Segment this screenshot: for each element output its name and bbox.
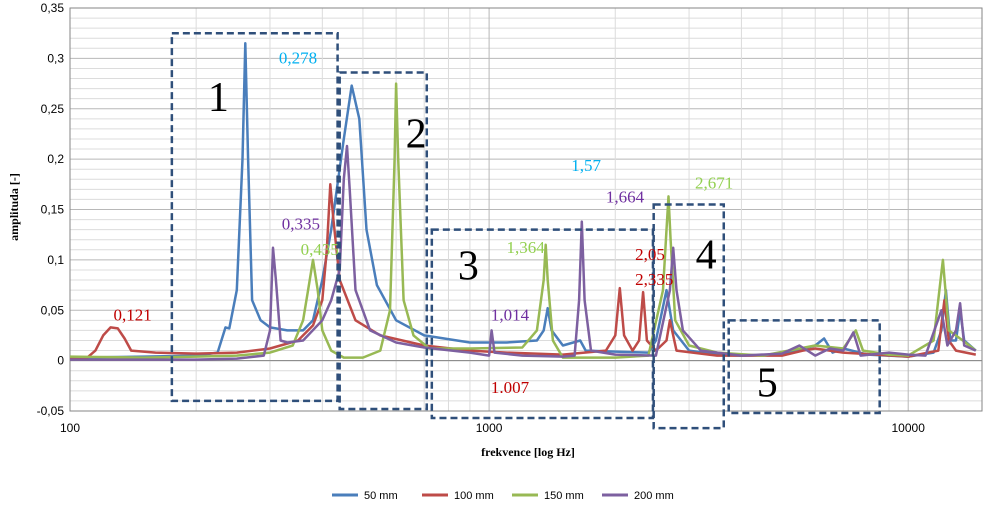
annotation-label: 2,335 [635,270,673,289]
legend-entry: 50 mm [364,490,398,502]
y-tick-label: 0,3 [47,51,64,65]
x-axis-label: frekvence [log Hz] [481,445,575,459]
annotation-label: 1.007 [491,378,530,397]
x-tick-label: 10000 [892,421,926,435]
series-line-100-mm [69,183,977,360]
annotation-label: 1,014 [491,305,530,324]
region-label-4: 4 [696,232,717,278]
annotation-label: 2,671 [695,173,733,192]
annotation-label: 1,664 [606,187,645,206]
region-box-1 [170,31,339,403]
series-layer [69,42,977,361]
series-line-200-mm [70,144,977,361]
y-tick-label: 0,05 [41,303,65,317]
x-tick-label: 1000 [476,421,503,435]
legend: 50 mm 100 mm 150 mm 200 mm [332,490,674,502]
annotation-label: 0,435 [301,240,339,259]
y-tick-label: -0,05 [37,404,65,418]
legend-entry: 150 mm [544,490,584,502]
y-axis-label: amplituda [-] [7,173,21,241]
region-label-5: 5 [757,360,778,406]
annotation-label: 2,05 [635,245,665,264]
region-box-2 [338,71,429,411]
region-label-2: 2 [406,111,427,157]
region-label-3: 3 [458,244,479,290]
legend-entry: 100 mm [454,490,494,502]
x-tick-label: 100 [60,421,80,435]
annotation-label: 0,335 [282,215,320,234]
y-tick-label: 0,1 [47,253,64,267]
legend-entry: 200 mm [634,490,674,502]
y-tick-label: 0,2 [47,152,64,166]
y-tick-label: 0 [57,354,64,368]
annotation-label: 1,57 [571,156,601,175]
annotation-label: 0,121 [114,305,152,324]
y-axis-ticks: -0,05 0 0,05 0,1 0,15 0,2 0,25 0,3 0,35 [37,1,65,418]
region-box-3 [430,228,655,420]
annotation-label: 0,278 [279,48,317,67]
region-box-4 [652,203,726,430]
plot-area-frame [69,7,983,412]
region-boxes: 1 2 3 4 5 [170,31,881,430]
annotations: 0,121 0,278 0,335 0,435 1,57 1,664 2,671 1,364 2… [114,48,734,396]
region-label-1: 1 [208,75,229,121]
grid-lines [69,7,983,412]
y-tick-label: 0,15 [41,203,65,217]
y-tick-label: 0,35 [41,1,65,15]
annotation-label: 1,364 [506,238,545,257]
x-axis-ticks: 100 1000 10000 [60,421,925,435]
region-box-5 [727,319,881,415]
y-tick-label: 0,25 [41,102,65,116]
